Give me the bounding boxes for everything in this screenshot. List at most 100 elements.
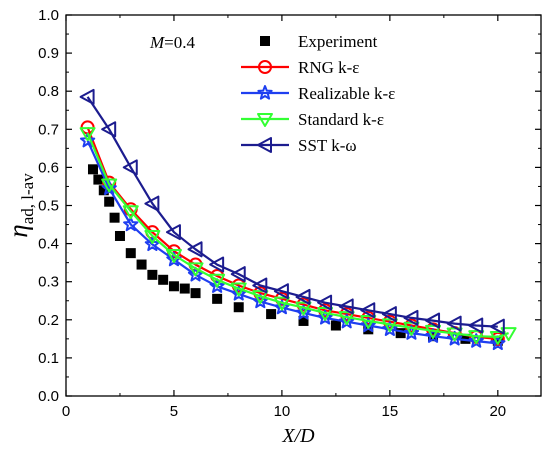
legend-item-standard-k: Standard k-ε [241, 110, 384, 129]
data-point-standard-k [489, 330, 506, 345]
series-realizable-k [79, 132, 506, 351]
data-point-sst-k [317, 294, 333, 311]
y-tick-label: 0.0 [38, 388, 59, 405]
data-point-standard-k [425, 324, 442, 339]
y-tick-label: 0.1 [38, 350, 59, 367]
data-point-standard-k [144, 229, 161, 244]
data-point-standard-k [230, 282, 247, 297]
data-point-experiment [330, 320, 341, 331]
x-tick-label: 10 [274, 403, 291, 420]
legend-label: Standard k-ε [298, 110, 384, 129]
y-tick-label: 0.3 [38, 274, 59, 291]
data-point-experiment [298, 315, 309, 326]
data-point-sst-k [165, 224, 181, 241]
data-point-standard-k [273, 296, 290, 311]
data-point-experiment [179, 283, 190, 294]
series-standard-k [79, 127, 517, 345]
data-point-standard-k [403, 321, 420, 336]
y-tick-label: 0.8 [38, 83, 59, 100]
data-point-sst-k [403, 309, 419, 326]
data-point-experiment [395, 328, 406, 339]
x-axis-label: X/D [281, 425, 315, 447]
data-point-sst-k [360, 302, 376, 319]
data-point-experiment [87, 164, 98, 175]
y-tick-label: 0.7 [38, 121, 59, 138]
data-point-experiment [266, 309, 277, 320]
data-point-sst-k [425, 312, 441, 329]
series-experiment [87, 164, 503, 346]
legend-label: SST k-ω [298, 136, 357, 155]
y-tick-label: 1.0 [38, 7, 59, 24]
legend-label: Experiment [298, 32, 378, 51]
data-point-sst-k [295, 288, 311, 305]
data-point-standard-k [79, 127, 96, 142]
data-point-realizable-k [446, 330, 463, 346]
data-point-sst-k [338, 298, 354, 315]
data-point-experiment [125, 248, 136, 259]
data-point-sst-k [79, 88, 95, 105]
y-tick-label: 0.5 [38, 198, 59, 215]
legend-marker [257, 137, 272, 153]
data-point-realizable-k [144, 236, 161, 252]
legend-item-realizable-k: Realizable k-ε [241, 84, 395, 103]
data-point-realizable-k [295, 304, 312, 320]
data-point-realizable-k [231, 285, 247, 301]
legend-label: Realizable k-ε [298, 84, 395, 103]
x-tick-label: 20 [489, 403, 506, 420]
legend-marker [257, 85, 273, 100]
data-point-realizable-k [403, 325, 420, 340]
legend-item-experiment: Experiment [260, 32, 378, 51]
y-tick-label: 0.2 [38, 312, 59, 329]
data-point-realizable-k [490, 335, 506, 351]
legend-marker [260, 36, 270, 46]
data-point-experiment [147, 269, 158, 280]
x-tick-label: 5 [170, 403, 178, 420]
legend-item-rng-k: RNG k-ε [241, 58, 359, 77]
data-point-standard-k [381, 318, 398, 333]
data-point-realizable-k [425, 328, 441, 343]
data-point-experiment [114, 230, 125, 241]
data-point-standard-k [165, 249, 182, 264]
data-point-standard-k [252, 290, 269, 305]
y-axis-label-main: η [3, 224, 33, 237]
annotation: M=0.4 [149, 33, 196, 52]
y-tick-label: 0.9 [38, 45, 59, 62]
data-point-experiment [190, 288, 201, 299]
data-point-experiment [93, 174, 104, 185]
ticks-layer: 0 5 10 15 20 0.0 0.1 0.2 0.3 0.4 0.5 0.6 0.7 0.8 0.9 1.… [38, 7, 541, 420]
series-layer [79, 88, 517, 351]
data-point-sst-k [273, 283, 289, 300]
data-point-standard-k [317, 306, 334, 321]
data-point-standard-k [468, 330, 485, 345]
data-point-standard-k [101, 178, 118, 193]
data-point-standard-k [446, 327, 463, 342]
data-point-experiment [158, 274, 169, 285]
data-point-sst-k [468, 317, 484, 334]
data-point-sst-k [144, 195, 160, 212]
annotation-value: =0.4 [164, 33, 195, 52]
data-point-realizable-k [123, 216, 139, 232]
legend-marker [258, 60, 272, 74]
data-point-standard-k [338, 311, 355, 326]
y-axis-label: ηad, l-av [3, 173, 37, 238]
data-point-standard-k [122, 205, 139, 220]
data-point-sst-k [122, 159, 138, 176]
data-point-sst-k [187, 241, 203, 258]
data-point-experiment [492, 335, 503, 346]
data-point-experiment [104, 196, 115, 207]
x-tick-label: 15 [382, 403, 399, 420]
series-line-sst-k [86, 96, 498, 328]
data-point-experiment [168, 281, 179, 292]
data-point-realizable-k [79, 132, 96, 148]
annotation-symbol: M [149, 33, 165, 52]
y-tick-label: 0.4 [38, 236, 59, 253]
data-point-experiment [212, 293, 223, 304]
data-point-realizable-k [252, 293, 268, 309]
legend-item-sst-k: SST k-ω [241, 136, 357, 155]
data-point-sst-k [252, 277, 268, 294]
data-point-standard-k [360, 314, 377, 329]
data-point-standard-k [209, 273, 226, 288]
data-point-sst-k [209, 256, 225, 273]
data-point-sst-k [446, 315, 462, 332]
